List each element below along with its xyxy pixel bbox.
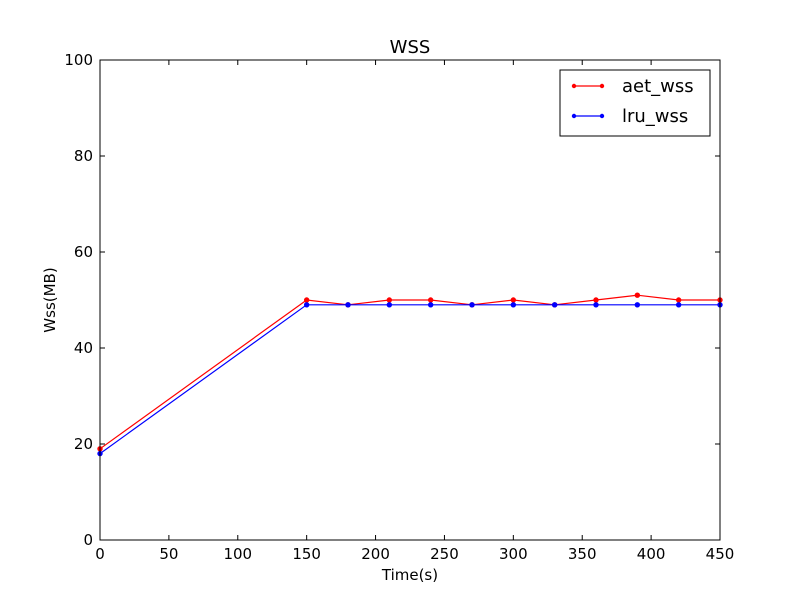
data-point-aet_wss <box>386 297 393 303</box>
x-tick-label: 50 <box>159 545 178 563</box>
series-line-aet_wss <box>99 294 720 450</box>
data-point-lru_wss <box>303 302 310 308</box>
y-axis-label: Wss(MB) <box>41 267 59 332</box>
x-tick-label: 250 <box>430 545 459 563</box>
data-point-lru_wss <box>510 302 517 308</box>
data-point-lru_wss <box>593 302 599 308</box>
x-tick-label: 450 <box>706 545 735 563</box>
x-tick-label: 0 <box>95 545 105 563</box>
data-point-aet_wss <box>593 297 599 303</box>
y-tick-label: 20 <box>74 435 93 453</box>
legend: aet_wss lru_wss <box>559 69 711 137</box>
legend-marker-aet_wss <box>571 83 577 89</box>
data-point-lru_wss <box>427 302 434 308</box>
data-point-lru_wss <box>386 302 393 308</box>
x-tick-label: 350 <box>568 545 597 563</box>
data-point-lru_wss <box>469 302 475 308</box>
data-point-lru_wss <box>345 302 351 308</box>
data-point-aet_wss <box>634 292 641 298</box>
legend-label-aet_wss: aet_wss <box>622 76 694 97</box>
data-point-lru_wss <box>675 302 682 308</box>
legend-marker-lru_wss <box>599 113 605 119</box>
series-line-lru_wss <box>99 304 720 455</box>
plot-frame <box>99 59 721 541</box>
y-tick-label: 40 <box>74 339 93 357</box>
y-tick-label: 100 <box>64 51 93 69</box>
x-tick-label: 100 <box>223 545 252 563</box>
data-point-lru_wss <box>634 302 641 308</box>
legend-box <box>559 69 711 137</box>
x-axis-label: Time(s) <box>381 566 438 584</box>
y-tick-label: 60 <box>74 243 93 261</box>
data-point-aet_wss <box>510 297 517 303</box>
y-tick-label: 0 <box>83 531 93 549</box>
x-tick-label: 150 <box>292 545 321 563</box>
chart-title: WSS <box>390 37 431 58</box>
data-point-lru_wss <box>551 302 558 308</box>
legend-marker-aet_wss <box>599 83 605 89</box>
data-point-aet_wss <box>427 297 434 303</box>
x-tick-label: 300 <box>499 545 528 563</box>
legend-label-lru_wss: lru_wss <box>622 106 688 127</box>
y-tick-label: 80 <box>74 147 93 165</box>
data-point-aet_wss <box>675 297 682 303</box>
data-point-aet_wss <box>303 297 310 303</box>
x-tick-label: 400 <box>637 545 666 563</box>
x-tick-label: 200 <box>361 545 390 563</box>
legend-marker-lru_wss <box>571 113 577 119</box>
series-layer <box>97 292 723 457</box>
